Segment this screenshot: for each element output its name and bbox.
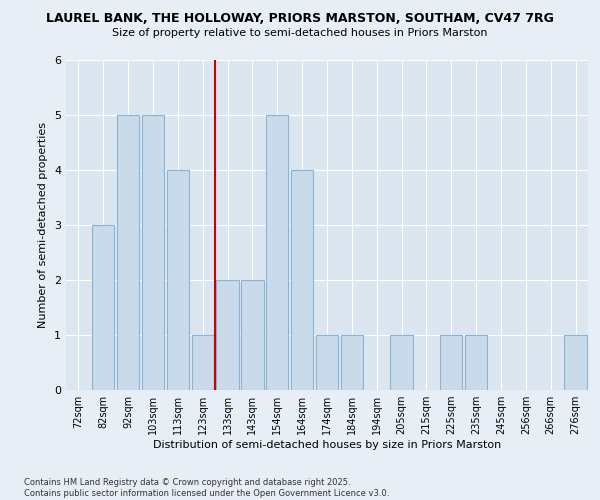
Y-axis label: Number of semi-detached properties: Number of semi-detached properties bbox=[38, 122, 49, 328]
Bar bbox=[217, 280, 239, 390]
Bar bbox=[465, 335, 487, 390]
Text: LAUREL BANK, THE HOLLOWAY, PRIORS MARSTON, SOUTHAM, CV47 7RG: LAUREL BANK, THE HOLLOWAY, PRIORS MARSTO… bbox=[46, 12, 554, 26]
Bar bbox=[440, 335, 463, 390]
Bar bbox=[117, 115, 139, 390]
Bar bbox=[391, 335, 413, 390]
Bar bbox=[316, 335, 338, 390]
Bar bbox=[167, 170, 189, 390]
Bar bbox=[142, 115, 164, 390]
Text: Size of property relative to semi-detached houses in Priors Marston: Size of property relative to semi-detach… bbox=[112, 28, 488, 38]
Text: Contains HM Land Registry data © Crown copyright and database right 2025.
Contai: Contains HM Land Registry data © Crown c… bbox=[24, 478, 389, 498]
X-axis label: Distribution of semi-detached houses by size in Priors Marston: Distribution of semi-detached houses by … bbox=[153, 440, 501, 450]
Bar bbox=[266, 115, 289, 390]
Bar bbox=[341, 335, 363, 390]
Bar bbox=[191, 335, 214, 390]
Bar bbox=[241, 280, 263, 390]
Bar bbox=[565, 335, 587, 390]
Bar bbox=[291, 170, 313, 390]
Bar bbox=[92, 225, 115, 390]
